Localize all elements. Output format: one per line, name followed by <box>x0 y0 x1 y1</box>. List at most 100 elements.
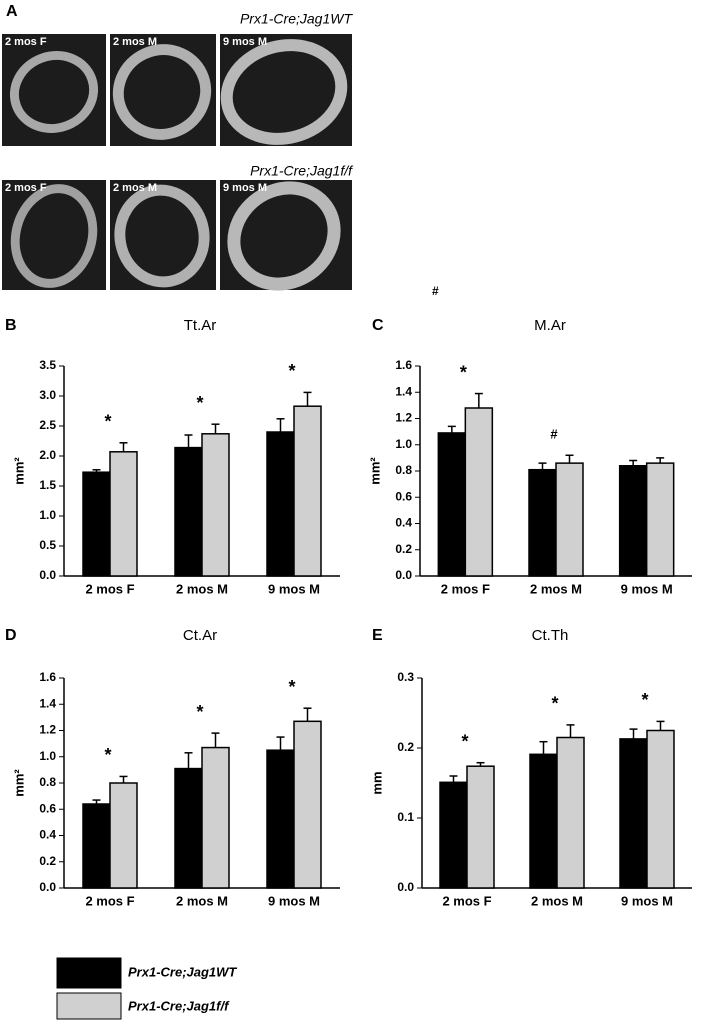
y-tick-label: 0.1 <box>397 810 414 824</box>
y-tick-label: 0.5 <box>39 538 56 552</box>
error-bar <box>566 724 575 738</box>
bar <box>82 471 111 577</box>
genotype-label: Prx1-Cre;Jag1WT <box>240 11 353 27</box>
annotation: * <box>460 362 467 382</box>
error-bar <box>629 728 638 739</box>
y-tick-label: 2.5 <box>39 418 56 432</box>
panel-label: C <box>372 317 384 334</box>
x-tick-label: 9 mos M <box>268 893 320 908</box>
y-axis-label: mm² <box>11 769 26 797</box>
image-label: 2 mos M <box>113 182 157 194</box>
chart-title: Tt.Ar <box>184 317 217 334</box>
error-bar <box>184 434 193 448</box>
x-tick-label: 2 mos M <box>531 893 583 908</box>
y-tick-label: 1.6 <box>39 670 56 684</box>
annotation: * <box>551 694 558 714</box>
legend-swatch <box>56 992 122 1020</box>
annotation: * <box>288 677 295 697</box>
image-label: 2 mos F <box>5 36 47 48</box>
y-tick-label: 1.0 <box>39 749 56 763</box>
error-bar <box>211 732 220 748</box>
annotation: # <box>550 427 558 442</box>
bar <box>437 432 467 577</box>
panel-label: D <box>5 627 17 644</box>
y-tick-label: 1.0 <box>395 437 412 451</box>
error-bar <box>476 761 485 767</box>
bar <box>174 767 203 889</box>
x-tick-label: 9 mos M <box>621 893 673 908</box>
bar <box>201 746 230 889</box>
error-bar <box>92 469 101 473</box>
y-tick-label: 1.5 <box>39 478 56 492</box>
error-bar <box>449 775 458 783</box>
x-tick-label: 2 mos M <box>530 581 582 596</box>
y-tick-label: 2.0 <box>39 448 56 462</box>
error-bar <box>303 707 312 722</box>
bar <box>201 433 230 577</box>
bar <box>109 451 138 577</box>
genotype-label: Prx1-Cre;Jag1f/f <box>250 163 354 179</box>
y-tick-label: 0.8 <box>395 463 412 477</box>
bar <box>646 729 675 889</box>
y-tick-label: 1.4 <box>39 696 56 710</box>
error-bar <box>629 459 638 466</box>
error-bar <box>656 457 665 464</box>
error-bar <box>539 740 548 755</box>
x-tick-label: 2 mos F <box>85 581 134 596</box>
bar <box>645 462 675 577</box>
x-tick-label: 2 mos F <box>85 893 134 908</box>
chart-title: Ct.Ar <box>183 627 217 644</box>
y-tick-label: 0.0 <box>395 568 412 582</box>
image-label: 9 mos M <box>223 36 267 48</box>
error-bar <box>211 423 220 434</box>
y-tick-label: 0.3 <box>397 670 414 684</box>
error-bar <box>92 799 101 804</box>
y-tick-label: 3.0 <box>39 388 56 402</box>
bar <box>174 446 203 577</box>
y-tick-label: 1.0 <box>39 508 56 522</box>
annotation: * <box>196 393 203 413</box>
bar <box>555 462 584 577</box>
micro-ct-images <box>2 34 352 291</box>
y-tick-label: 0.2 <box>397 740 414 754</box>
error-bar <box>538 462 547 470</box>
error-bar <box>184 752 193 769</box>
bar <box>293 720 322 889</box>
annotation: * <box>641 690 648 710</box>
error-bar <box>447 425 456 433</box>
legend-entry: Prx1-Cre;Jag1f/f <box>128 998 230 1013</box>
x-tick-label: 2 mos F <box>442 893 491 908</box>
bar <box>466 765 495 889</box>
error-bar <box>565 454 574 464</box>
y-tick-label: 0.8 <box>39 775 56 789</box>
y-tick-label: 1.6 <box>395 358 412 372</box>
bar <box>293 405 322 577</box>
x-tick-label: 2 mos M <box>176 581 228 596</box>
legend-entry: Prx1-Cre;Jag1WT <box>128 964 237 979</box>
error-bar <box>119 775 128 783</box>
legend-swatch <box>56 957 122 989</box>
chart-title: M.Ar <box>534 317 566 334</box>
y-tick-label: 0.0 <box>397 880 414 894</box>
bar <box>619 738 648 889</box>
bar <box>618 465 648 577</box>
y-tick-label: 0.0 <box>39 568 56 582</box>
image-label: 9 mos M <box>223 182 267 194</box>
image-label: 2 mos F <box>5 182 47 194</box>
bar <box>82 803 111 889</box>
x-tick-label: 2 mos F <box>441 581 490 596</box>
x-tick-label: 9 mos M <box>268 581 320 596</box>
bar <box>528 468 557 577</box>
bar <box>556 736 585 889</box>
y-tick-label: 0.0 <box>39 880 56 894</box>
chart-title: Ct.Th <box>532 627 569 644</box>
annotation: * <box>461 731 468 751</box>
error-bar <box>474 392 483 408</box>
bar <box>109 782 138 889</box>
y-tick-label: 0.6 <box>395 489 412 503</box>
bar <box>464 407 494 577</box>
error-bar <box>656 720 665 731</box>
error-bar <box>276 736 285 751</box>
y-tick-label: 3.5 <box>39 358 56 372</box>
